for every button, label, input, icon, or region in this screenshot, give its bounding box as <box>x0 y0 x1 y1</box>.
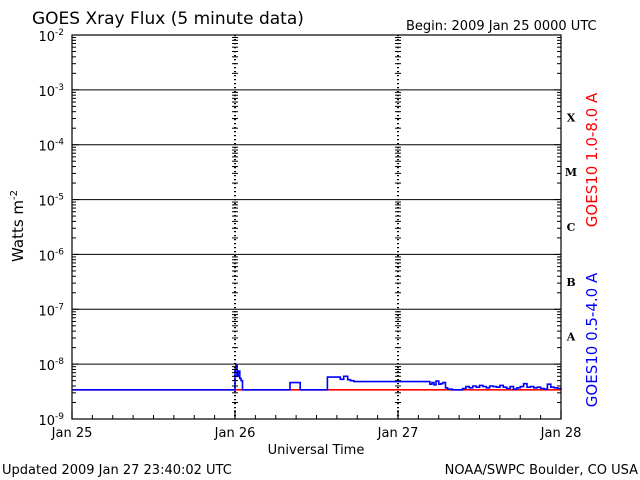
data-lines <box>72 364 562 391</box>
y-tick-label: 10-7 <box>38 302 64 319</box>
y-axis-label-text: Watts m <box>9 200 27 262</box>
y-tick-label: 10-8 <box>38 357 64 374</box>
grid-lines <box>72 35 561 419</box>
flare-class-b: B <box>566 276 575 289</box>
y-tick-label: 10-3 <box>38 83 64 100</box>
x-axis-label: Universal Time <box>268 443 365 458</box>
flare-class-a: A <box>566 331 576 344</box>
begin-date-label: Begin: 2009 Jan 25 0000 UTC <box>406 19 597 34</box>
y-tick-label: 10-2 <box>38 28 64 45</box>
x-tick-label: Jan 27 <box>377 426 419 441</box>
x-tick-label: Jan 25 <box>51 426 93 441</box>
y-tick-label: 10-9 <box>38 412 64 429</box>
x-axis-ticks: Jan 25 Jan 26 Jan 27 Jan 28 <box>51 410 582 441</box>
updated-timestamp: Updated 2009 Jan 27 23:40:02 UTC <box>2 463 232 478</box>
flare-class-labels: X M C B A <box>565 111 577 343</box>
y-axis-label-sup: -2 <box>9 190 20 200</box>
y-tick-label: 10-5 <box>38 193 64 210</box>
flare-class-c: C <box>567 221 576 234</box>
legend-series-short: GOES10 0.5-4.0 A <box>583 272 601 407</box>
x-tick-label: Jan 28 <box>540 426 582 441</box>
y-tick-label: 10-4 <box>38 138 64 155</box>
flare-class-m: M <box>565 166 577 179</box>
y-axis-label: Watts m-2 <box>9 190 27 262</box>
flare-class-x: X <box>567 111 576 124</box>
y-tick-label: 10-6 <box>38 247 64 264</box>
x-tick-label: Jan 26 <box>214 426 256 441</box>
y-axis-ticks: 10-9 10-8 10-7 10-6 10-5 10-4 10-3 10-2 <box>38 28 561 429</box>
legend-series-long: GOES10 1.0-8.0 A <box>583 92 601 227</box>
source-credit: NOAA/SWPC Boulder, CO USA <box>445 463 638 478</box>
chart-title: GOES Xray Flux (5 minute data) <box>32 9 304 29</box>
series-line-short <box>72 364 562 391</box>
